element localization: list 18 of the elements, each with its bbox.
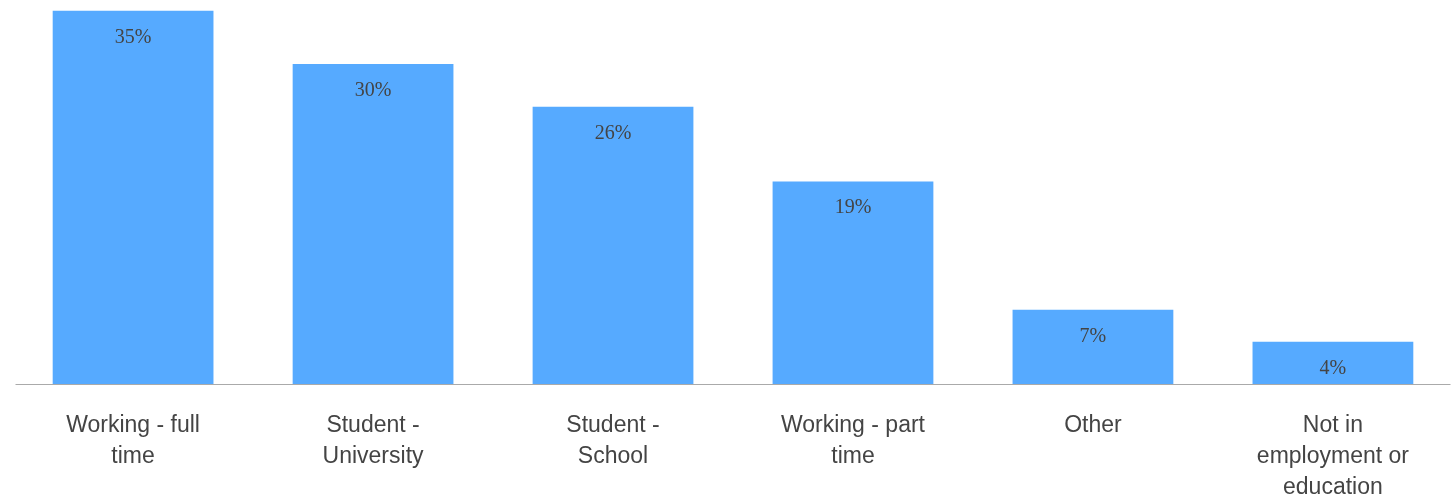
data-label: 35% [114, 24, 152, 47]
bar [292, 63, 454, 385]
data-label: 26% [594, 120, 632, 143]
data-label: 4% [1319, 355, 1347, 378]
bar [1252, 341, 1414, 385]
x-tick-label: Student - School [566, 410, 660, 468]
data-label: 30% [354, 77, 392, 100]
bar [1012, 309, 1174, 385]
x-tick-label: Working - full time [66, 410, 200, 468]
x-tick-label: Working - part time [780, 410, 926, 468]
bar [532, 106, 694, 385]
data-label: 7% [1079, 323, 1107, 346]
x-tick-label: Student - University [322, 410, 425, 468]
bar [52, 10, 214, 385]
data-label: 19% [834, 195, 872, 218]
x-tick-label: Not in employment or education [1256, 410, 1410, 499]
bar [772, 181, 934, 385]
x-tick-label: Other [1064, 410, 1123, 437]
